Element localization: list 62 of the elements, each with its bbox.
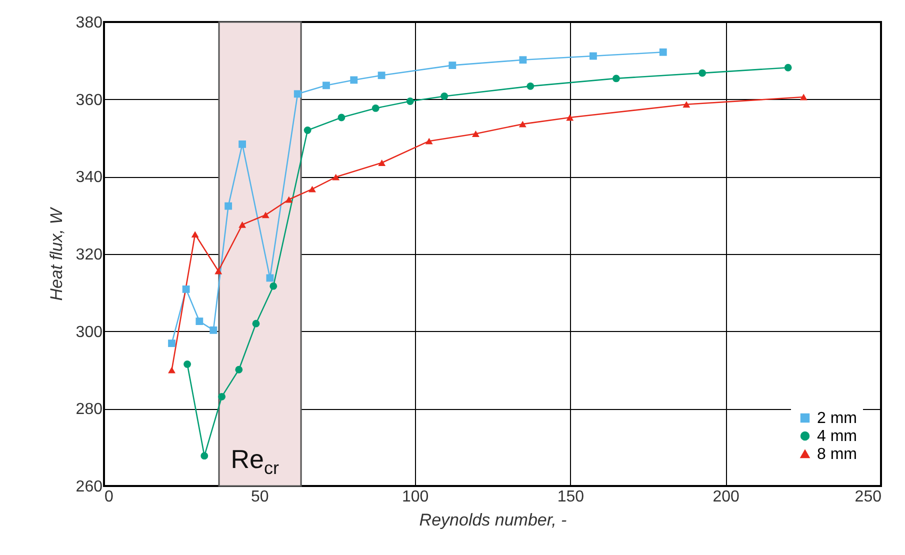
x-axis-title: Reynolds number, -: [419, 510, 568, 530]
point: [378, 160, 386, 166]
y-tick-label: 280: [76, 401, 103, 418]
point: [224, 202, 232, 210]
point: [589, 52, 597, 60]
point: [682, 101, 690, 108]
x-tick-label: 100: [402, 488, 429, 506]
point: [519, 56, 527, 64]
point: [308, 186, 316, 192]
x-tick-label: 150: [557, 488, 584, 506]
point: [378, 72, 386, 80]
y-tick-label: 360: [76, 92, 103, 109]
y-tick-label: 300: [76, 324, 103, 341]
point: [182, 285, 190, 293]
x-tick-label: 250: [854, 488, 882, 506]
point: [210, 326, 218, 334]
x-tick-label: 200: [712, 488, 740, 506]
point: [238, 140, 246, 148]
x-tick-label: 50: [251, 488, 269, 506]
legend-label: 4 mm: [817, 428, 857, 445]
y-axis-title: Heat flux, W: [46, 206, 66, 301]
point: [200, 452, 208, 460]
point: [294, 90, 302, 98]
point: [350, 76, 358, 84]
point: [518, 120, 526, 128]
point: [218, 392, 226, 400]
point: [270, 282, 278, 290]
point: [338, 114, 346, 122]
point: [304, 126, 312, 134]
point: [235, 366, 243, 374]
point: [440, 92, 448, 100]
y-tick-label: 260: [76, 478, 103, 496]
point: [262, 212, 270, 218]
point: [168, 366, 176, 374]
point: [372, 104, 380, 112]
point: [214, 268, 222, 274]
point: [285, 196, 293, 203]
point: [659, 48, 667, 56]
point: [322, 82, 330, 90]
point: [784, 64, 792, 72]
point: [566, 114, 574, 121]
point: [196, 318, 204, 325]
point: [252, 320, 260, 328]
point: [612, 74, 620, 82]
x-tick-label: 0: [104, 488, 114, 506]
y-tick-label: 340: [76, 169, 103, 186]
point: [406, 98, 414, 105]
point: [448, 62, 456, 70]
point: [698, 69, 706, 77]
point: [238, 221, 246, 228]
point: [472, 130, 480, 137]
point: [184, 360, 191, 368]
point: [332, 174, 340, 180]
legend-label: 8 mm: [817, 446, 857, 463]
y-tick-label: 380: [76, 14, 103, 32]
point: [191, 231, 199, 238]
legend-label: 2 mm: [817, 410, 857, 427]
point: [425, 138, 433, 144]
point: [526, 82, 534, 90]
y-tick-label: 320: [76, 246, 103, 264]
point: [168, 340, 176, 348]
point: [800, 94, 808, 100]
